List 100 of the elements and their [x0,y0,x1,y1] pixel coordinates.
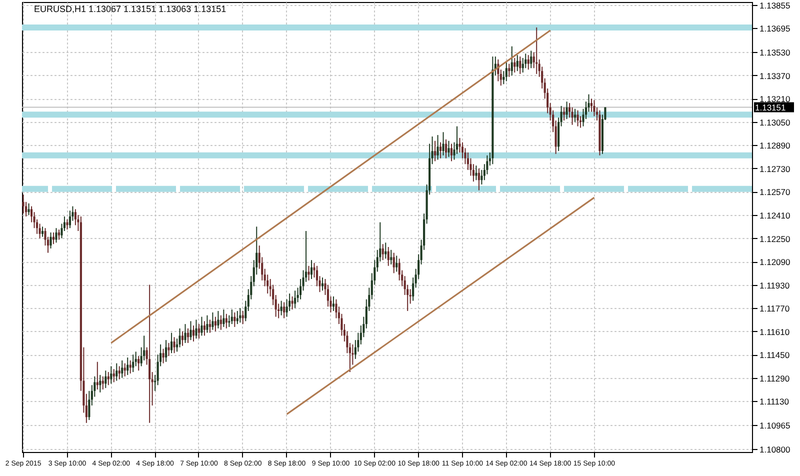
candlestick [448,140,450,158]
candlestick [58,229,60,240]
candlestick [184,324,186,344]
candlestick [208,319,211,334]
candlestick [508,63,510,78]
candlestick [217,310,220,329]
candlestick [387,246,390,266]
candlestick [450,143,453,162]
y-tick-label: 1.12730 [760,164,790,174]
y-tick-label: 1.13695 [760,24,790,34]
ref-line-label: 1.13151 [755,102,786,112]
y-tick-label: 1.13370 [760,70,790,81]
candlestick [118,366,120,380]
candlestick [28,202,30,216]
candlestick [165,340,168,362]
candlestick [116,362,118,382]
candlestick [126,356,129,376]
candlestick [112,368,115,383]
candlestick [200,316,203,336]
candlestick [220,314,222,330]
candlestick [132,354,134,373]
candlestick [214,316,216,332]
candlestick [478,168,480,191]
candlestick [236,310,238,325]
candlestick [439,142,442,159]
candlestick [148,284,151,424]
candlestick [203,320,206,336]
candlestick [524,53,527,69]
y-tick-label: 1.13530 [760,48,790,58]
candlestick [519,56,522,74]
y-tick-label: 1.12090 [760,257,790,268]
candlestick [436,134,439,160]
candlestick [571,106,574,126]
candlestick [198,324,200,340]
candlestick [22,194,24,214]
candlestick [590,98,593,112]
candlestick [566,101,568,120]
candlestick [308,265,310,281]
candlestick [222,309,225,328]
candlestick [593,100,596,117]
candlestick [107,372,110,386]
y-tick-label: 1.12250 [760,234,790,244]
candlestick [173,336,176,354]
y-tick-label: 1.11130 [760,396,790,407]
y-tick-label: 1.10800 [760,444,790,455]
candlestick [104,370,107,389]
candlestick [392,252,395,274]
candlestick [50,232,52,249]
candlestick [396,255,398,272]
candlestick [178,328,181,348]
candlestick [68,210,71,229]
candlestick [121,360,124,378]
candlestick [190,320,192,341]
candlestick [576,110,579,127]
candlestick [41,226,44,238]
candlestick [382,244,384,261]
candlestick [206,314,208,334]
candlestick [38,223,41,239]
candlestick [192,325,195,342]
candlestick [294,290,296,309]
candlestick [138,356,140,372]
candlestick [536,26,538,74]
candlestick [574,108,576,122]
candlestick [212,312,214,330]
y-tick-label: 1.12410 [760,210,790,221]
candlestick [280,300,282,316]
candlestick [442,132,444,156]
candlestick [444,138,448,159]
candlestick [505,62,508,82]
y-tick-label: 1.13050 [760,117,790,128]
candlestick [66,218,68,230]
candlestick [162,348,164,364]
candlestick [124,362,126,377]
y-tick-label: 1.13210 [760,94,790,104]
candlestick [390,249,392,265]
candlestick [110,366,112,384]
candlestick [283,302,286,319]
candlestick [530,50,532,69]
y-tick-label: 1.10965 [760,420,790,431]
candlestick [195,319,198,340]
candlestick [181,330,184,346]
candlestick [170,332,173,354]
candlestick [310,260,313,280]
candlestick [434,140,436,162]
candlestick [510,46,513,76]
candlestick [96,361,98,390]
candlestick [384,242,387,260]
y-tick-label: 1.11450 [760,350,790,360]
candlestick [527,54,530,70]
candlestick [55,228,58,244]
y-tick-label: 1.12570 [760,187,790,198]
y-tick-label: 1.13855 [760,0,790,10]
candlestick [516,54,518,72]
y-tick-label: 1.11770 [760,304,790,314]
candlestick [225,313,228,329]
y-tick-label: 1.11290 [760,373,790,384]
y-tick-label: 1.11610 [760,326,790,337]
y-tick-label: 1.12890 [760,140,790,151]
candlestick [332,296,335,312]
y-tick-label: 1.11930 [760,280,790,290]
